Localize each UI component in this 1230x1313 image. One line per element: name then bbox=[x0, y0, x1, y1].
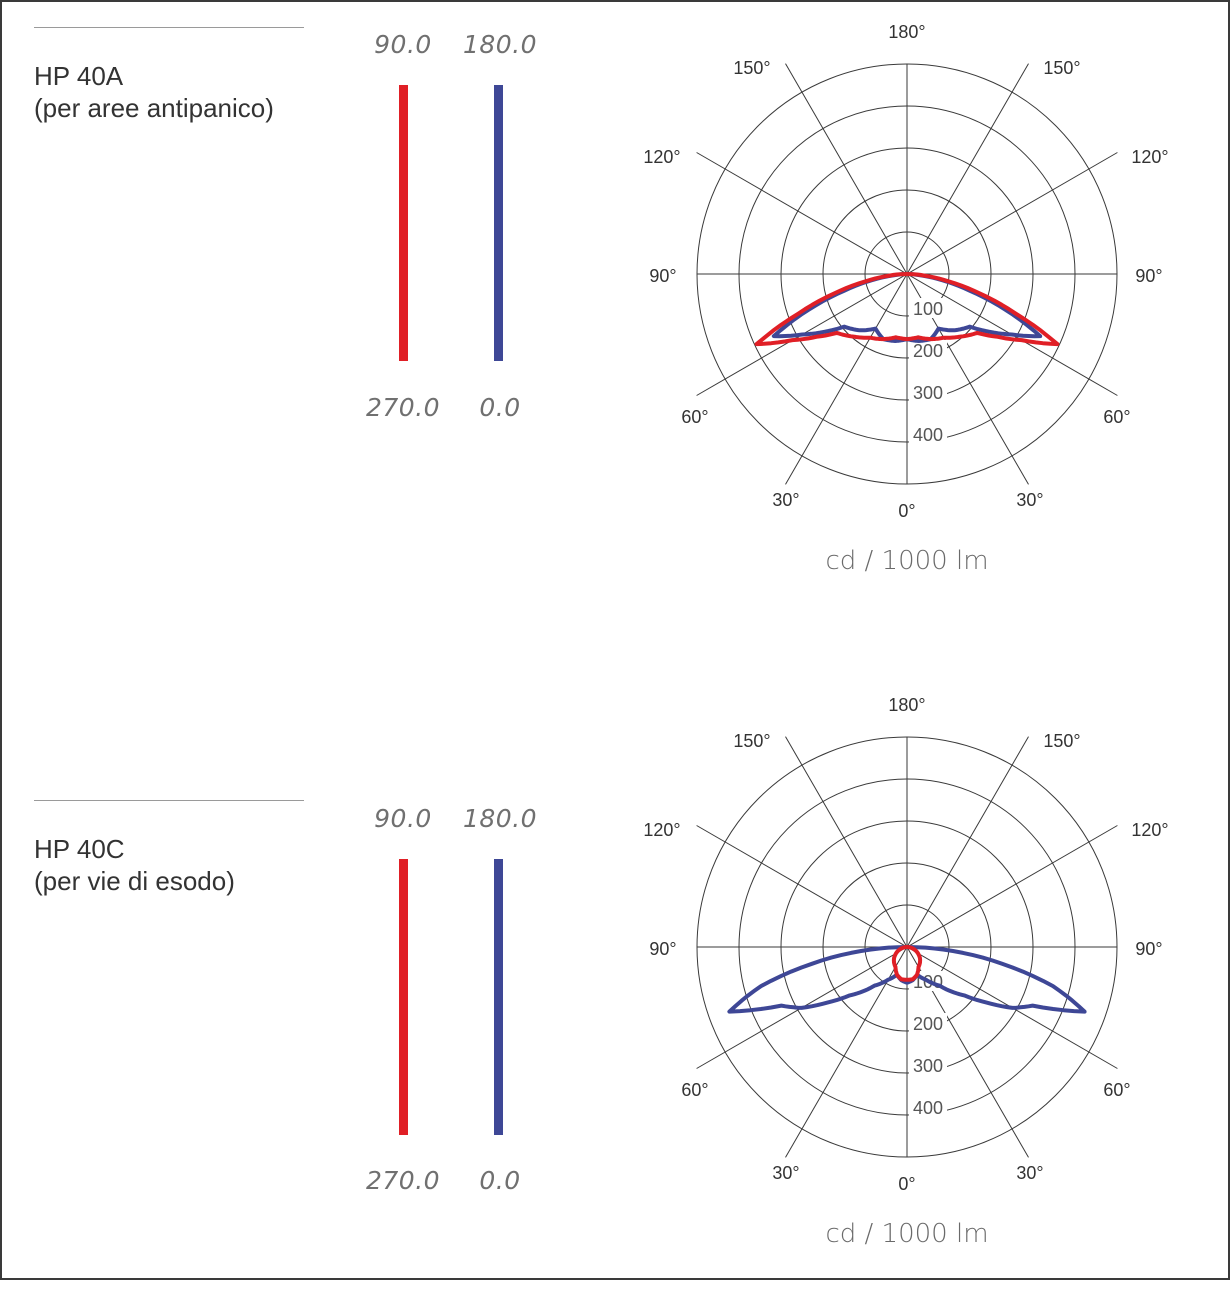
radial-tick-labels: 100 200 300 400 bbox=[909, 298, 947, 445]
angle-label: 60° bbox=[681, 1080, 708, 1100]
legend-label-0: 0.0 bbox=[479, 1166, 521, 1195]
angle-label: 30° bbox=[772, 490, 799, 510]
intensity-curve-c0-c180 bbox=[727, 945, 1087, 1014]
photometric-section-hp40a: HP 40A (per aree antipanico) 90.0 180.0 … bbox=[0, 0, 1230, 640]
product-title-line-1: HP 40C bbox=[34, 834, 125, 864]
legend-label-0: 0.0 bbox=[479, 393, 521, 422]
angle-label: 120° bbox=[643, 820, 680, 840]
radial-tick-label: 400 bbox=[913, 1098, 943, 1118]
angle-label: 0° bbox=[898, 501, 915, 521]
separator-line bbox=[34, 800, 304, 801]
radial-tick-label: 300 bbox=[913, 1056, 943, 1076]
angle-label: 60° bbox=[681, 407, 708, 427]
angle-label: 90° bbox=[1135, 266, 1162, 286]
separator-line bbox=[34, 27, 304, 28]
tick-label-bg bbox=[909, 298, 947, 318]
angle-label: 90° bbox=[1135, 939, 1162, 959]
angle-labels: 180° 150° 150° 120° 120° 90° 90° 60° 60° 30° 30° 0° bbox=[643, 22, 1168, 521]
legend-bar-0-180 bbox=[494, 859, 503, 1135]
unit-label: cd / 1000 lm bbox=[825, 546, 989, 576]
angle-label: 120° bbox=[643, 147, 680, 167]
radial-tick-label: 200 bbox=[913, 1014, 943, 1034]
photometric-section-hp40c: HP 40C (per vie di esodo) 90.0 180.0 270… bbox=[0, 673, 1230, 1313]
radial-tick-label: 200 bbox=[913, 341, 943, 361]
tick-label-bg bbox=[909, 1055, 947, 1075]
angle-label: 60° bbox=[1103, 1080, 1130, 1100]
product-title: HP 40C (per vie di esodo) bbox=[34, 833, 235, 897]
intensity-curve-c90-c270 bbox=[891, 945, 923, 982]
tick-label-bg bbox=[909, 424, 947, 444]
angle-label: 0° bbox=[898, 1174, 915, 1194]
polar-chart-hp40c: 180° 150° 150° 120° 120° 90° 90° 60° 60° 30° 30° 0°… bbox=[643, 695, 1168, 1194]
angle-label: 150° bbox=[1043, 58, 1080, 78]
legend-label-270: 270.0 bbox=[365, 393, 441, 422]
tick-label-bg bbox=[909, 1013, 947, 1033]
legend-label-90: 90.0 bbox=[374, 804, 432, 833]
legend-label-180: 180.0 bbox=[462, 804, 538, 833]
legend-label-270: 270.0 bbox=[365, 1166, 441, 1195]
angle-label: 60° bbox=[1103, 407, 1130, 427]
chart-frame bbox=[0, 0, 1230, 1280]
angle-label: 120° bbox=[1131, 820, 1168, 840]
angle-label: 90° bbox=[649, 939, 676, 959]
intensity-curves bbox=[727, 945, 1087, 1014]
product-title-line-2: (per vie di esodo) bbox=[34, 866, 235, 896]
angle-label: 150° bbox=[1043, 731, 1080, 751]
angle-label: 90° bbox=[649, 266, 676, 286]
intensity-curves bbox=[754, 272, 1060, 347]
angle-label: 30° bbox=[1016, 1163, 1043, 1183]
angle-label: 180° bbox=[888, 695, 925, 715]
angle-label: 150° bbox=[733, 58, 770, 78]
legend-bar-90-270 bbox=[399, 859, 408, 1135]
product-title: HP 40A (per aree antipanico) bbox=[34, 60, 274, 124]
legend-label-90: 90.0 bbox=[374, 30, 432, 59]
angle-label: 150° bbox=[733, 731, 770, 751]
angle-label: 30° bbox=[772, 1163, 799, 1183]
legend-bar-0-180 bbox=[494, 85, 503, 361]
tick-label-bg bbox=[909, 340, 947, 360]
legend-bar-90-270 bbox=[399, 85, 408, 361]
angle-label: 180° bbox=[888, 22, 925, 42]
radial-tick-label: 100 bbox=[913, 299, 943, 319]
angle-label: 120° bbox=[1131, 147, 1168, 167]
product-title-line-1: HP 40A bbox=[34, 61, 124, 91]
unit-label: cd / 1000 lm bbox=[825, 1219, 989, 1249]
radial-tick-label: 400 bbox=[913, 425, 943, 445]
tick-label-bg bbox=[909, 1097, 947, 1117]
intensity-curve-c90-c270 bbox=[754, 272, 1060, 347]
radial-tick-label: 300 bbox=[913, 383, 943, 403]
tick-label-bg bbox=[909, 382, 947, 402]
polar-chart-hp40a: 180° 150° 150° 120° 120° 90° 90° 60° 60° 30° 30° 0°… bbox=[643, 22, 1168, 521]
legend-label-180: 180.0 bbox=[462, 30, 538, 59]
angle-label: 30° bbox=[1016, 490, 1043, 510]
angle-labels: 180° 150° 150° 120° 120° 90° 90° 60° 60° 30° 30° 0° bbox=[643, 695, 1168, 1194]
product-title-line-2: (per aree antipanico) bbox=[34, 93, 274, 123]
